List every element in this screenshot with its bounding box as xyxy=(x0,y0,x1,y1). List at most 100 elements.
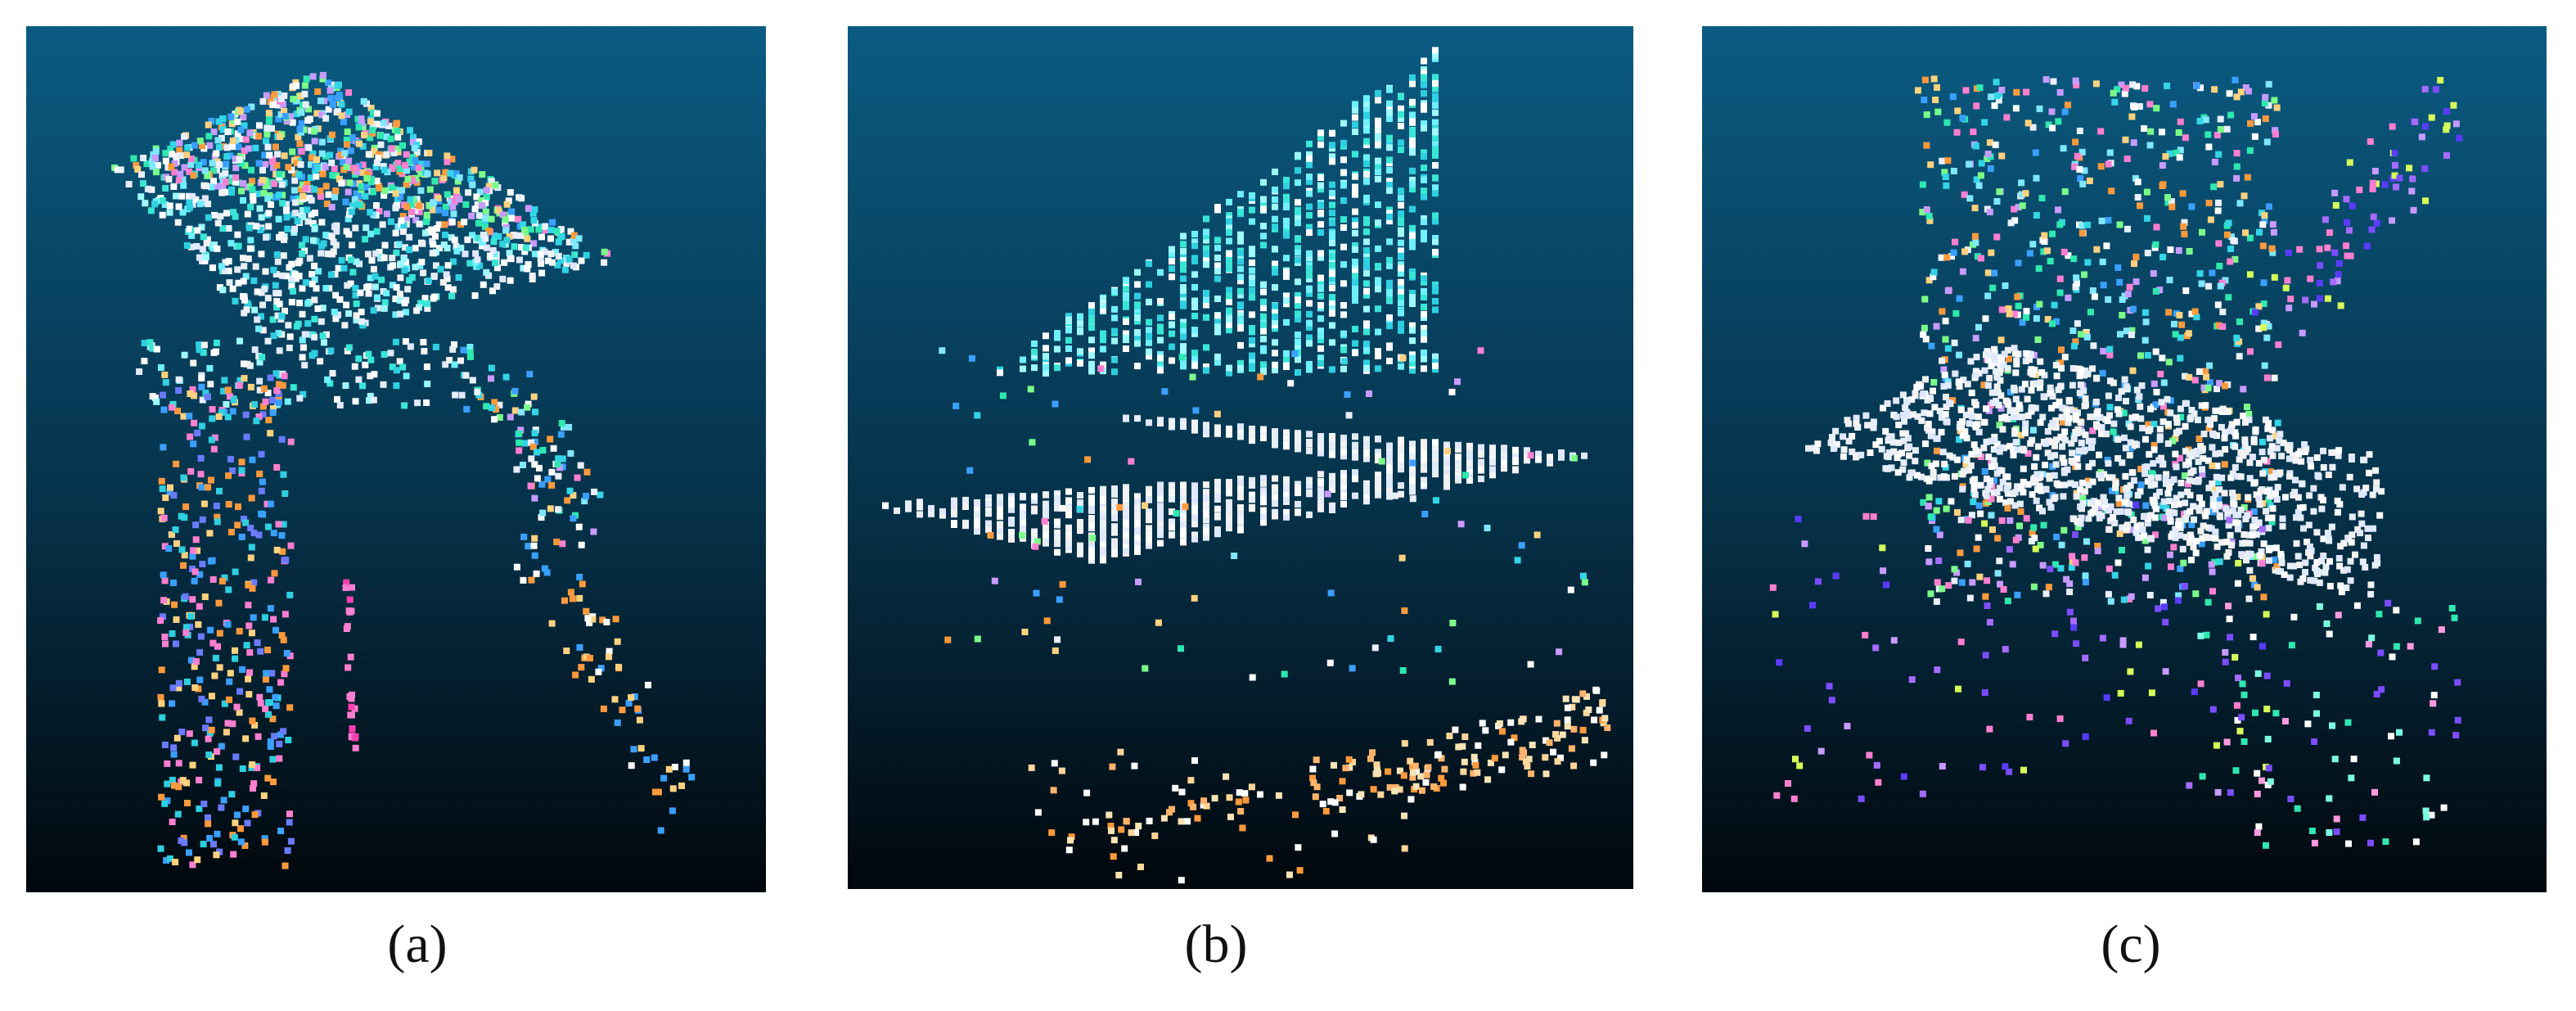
point xyxy=(1260,431,1267,438)
point xyxy=(1249,192,1255,199)
point xyxy=(2204,598,2212,606)
point xyxy=(1146,353,1152,360)
point xyxy=(1340,449,1347,456)
point xyxy=(311,186,317,193)
point xyxy=(1077,519,1083,526)
point xyxy=(1306,174,1313,180)
point xyxy=(2120,409,2128,417)
point xyxy=(208,117,215,124)
point xyxy=(2267,468,2274,476)
point xyxy=(1054,345,1061,353)
point xyxy=(1226,511,1232,518)
point xyxy=(399,213,407,220)
point xyxy=(1340,453,1347,460)
point xyxy=(1089,535,1097,542)
point xyxy=(1226,237,1232,245)
point xyxy=(1260,480,1267,487)
point xyxy=(1260,426,1267,433)
point xyxy=(1226,320,1232,327)
point xyxy=(236,152,244,160)
point xyxy=(376,151,383,158)
point xyxy=(269,756,277,763)
point xyxy=(1295,256,1301,264)
point xyxy=(430,250,438,257)
point xyxy=(208,726,215,733)
point xyxy=(2005,355,2012,363)
point xyxy=(1123,521,1129,528)
point xyxy=(317,358,324,365)
point xyxy=(345,157,353,165)
point xyxy=(1180,348,1187,355)
point xyxy=(1203,517,1209,524)
point xyxy=(1123,318,1129,325)
point xyxy=(491,232,498,239)
point xyxy=(2048,108,2056,115)
point xyxy=(351,705,358,712)
point xyxy=(1409,359,1416,367)
point xyxy=(406,158,413,165)
point xyxy=(1340,243,1347,250)
point xyxy=(234,266,241,273)
point xyxy=(1409,98,1416,106)
point xyxy=(349,725,356,732)
point xyxy=(1203,494,1209,502)
point xyxy=(506,232,513,240)
point xyxy=(272,693,279,701)
point xyxy=(595,668,602,675)
point xyxy=(1363,492,1370,499)
point xyxy=(1237,250,1244,257)
point xyxy=(1512,466,1519,473)
point xyxy=(1295,179,1301,187)
point xyxy=(1237,231,1244,238)
point xyxy=(1924,459,1931,467)
point xyxy=(280,521,287,528)
point xyxy=(1306,178,1313,185)
point xyxy=(229,285,236,292)
point xyxy=(241,162,249,169)
point xyxy=(1421,310,1427,318)
point xyxy=(2057,359,2065,367)
point xyxy=(299,354,306,361)
point xyxy=(259,411,267,418)
point xyxy=(161,800,169,807)
point xyxy=(186,168,193,175)
point xyxy=(169,630,176,637)
point xyxy=(2114,455,2122,462)
point xyxy=(591,488,598,495)
point xyxy=(423,363,430,370)
point xyxy=(402,161,409,169)
point xyxy=(402,338,409,345)
point xyxy=(1272,196,1278,203)
point xyxy=(1146,496,1152,503)
point xyxy=(236,337,243,345)
point xyxy=(383,133,390,140)
point xyxy=(281,556,289,563)
point xyxy=(1923,111,1930,119)
point xyxy=(2205,200,2213,206)
point xyxy=(196,776,203,783)
point xyxy=(228,791,236,798)
point xyxy=(1031,364,1038,372)
point xyxy=(1065,846,1073,854)
point xyxy=(1077,328,1083,336)
point xyxy=(472,250,480,257)
point xyxy=(1157,298,1164,305)
point xyxy=(1295,369,1301,376)
point xyxy=(1966,195,1974,202)
point xyxy=(1180,322,1187,329)
point xyxy=(313,285,320,292)
point xyxy=(1421,329,1427,336)
point xyxy=(1077,359,1083,367)
point xyxy=(194,430,201,436)
point xyxy=(554,261,561,269)
point xyxy=(354,115,362,123)
point xyxy=(1920,331,1927,338)
point xyxy=(1421,466,1427,473)
point xyxy=(1084,456,1092,463)
point xyxy=(186,225,193,232)
point xyxy=(392,229,399,237)
point xyxy=(148,186,155,193)
point xyxy=(417,262,424,269)
point xyxy=(1226,508,1232,514)
point xyxy=(2141,336,2149,344)
